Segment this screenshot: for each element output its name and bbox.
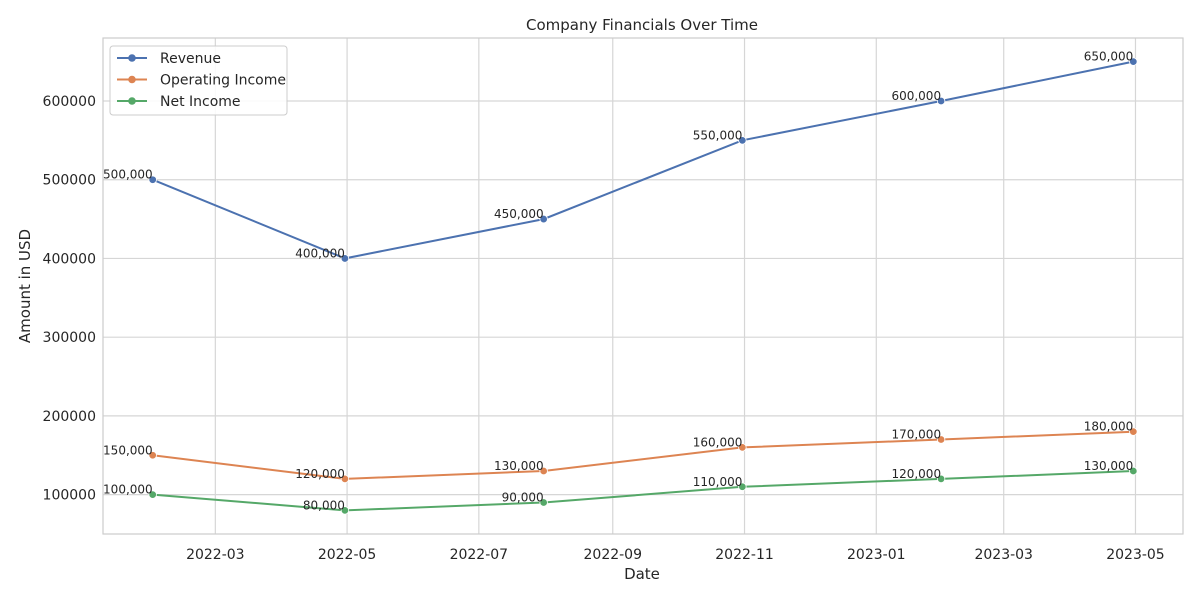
revenue-point xyxy=(738,136,747,145)
operating-income-point xyxy=(936,435,946,444)
x-tick-label: 2023-03 xyxy=(974,547,1033,563)
revenue-data-label: 650,000 xyxy=(1084,50,1134,64)
revenue-data-label: 550,000 xyxy=(693,128,743,142)
net-income-line xyxy=(152,470,1134,512)
net-income-point xyxy=(1129,466,1138,476)
legend-entry: Net Income xyxy=(160,94,241,110)
net-income-point xyxy=(738,482,747,491)
x-tick-label: 2022-07 xyxy=(450,547,509,563)
x-tick-label: 2022-09 xyxy=(584,547,643,563)
operating-income-data-label: 170,000 xyxy=(891,428,941,442)
y-tick-label: 600000 xyxy=(43,94,96,110)
legend-entry: Operating Income xyxy=(160,73,286,89)
y-tick-label: 300000 xyxy=(43,330,96,346)
revenue-data-label: 500,000 xyxy=(103,168,153,182)
operating-income-data-label: 180,000 xyxy=(1084,420,1134,434)
x-tick-label: 2023-01 xyxy=(847,547,906,563)
y-tick-label: 200000 xyxy=(43,409,96,425)
x-tick-label: 2022-03 xyxy=(186,547,245,563)
operating-income-point xyxy=(539,466,548,476)
net-income-data-label: 90,000 xyxy=(502,491,544,505)
revenue-line xyxy=(152,60,1134,260)
y-tick-label: 400000 xyxy=(43,251,96,267)
net-income-point xyxy=(936,474,946,484)
net-income-data-label: 130,000 xyxy=(1084,459,1134,473)
net-income-data-label: 100,000 xyxy=(103,483,153,497)
operating-income-point xyxy=(148,451,157,460)
operating-income-data-label: 160,000 xyxy=(693,435,743,449)
operating-income-line xyxy=(152,430,1134,480)
legend-marker xyxy=(128,75,136,84)
net-income-point xyxy=(148,490,157,499)
operating-income-data-label: 150,000 xyxy=(103,443,153,457)
x-axis-label: Date xyxy=(624,565,660,583)
revenue-data-label: 400,000 xyxy=(295,246,345,260)
revenue-point xyxy=(1129,57,1138,66)
plot-area xyxy=(102,37,1184,535)
revenue-data-label: 450,000 xyxy=(494,207,544,221)
net-income-point xyxy=(539,498,548,507)
operating-income-point xyxy=(340,474,350,484)
net-income-point xyxy=(340,506,350,515)
net-income-data-label: 110,000 xyxy=(693,475,743,489)
tick-labels: 2022-03 2022-05 2022-07 2022-09 2022-11 2023-… xyxy=(43,94,1165,563)
operating-income-data-label: 130,000 xyxy=(494,459,544,473)
x-tick-label: 2023-05 xyxy=(1106,547,1165,563)
revenue-point xyxy=(936,96,946,106)
revenue-point xyxy=(340,254,350,263)
legend-entry: Revenue xyxy=(160,51,221,67)
x-tick-label: 2022-05 xyxy=(318,547,377,563)
y-axis-label: Amount in USD xyxy=(16,229,34,343)
y-tick-label: 500000 xyxy=(43,173,96,189)
data-labels: 500,000 400,000 450,000 550,000 600,000 650,0… xyxy=(103,50,1133,513)
chart-title: Company Financials Over Time xyxy=(526,16,758,34)
net-income-data-label: 120,000 xyxy=(891,467,941,481)
x-tick-label: 2022-11 xyxy=(715,547,774,563)
operating-income-point xyxy=(738,443,747,452)
revenue-data-label: 600,000 xyxy=(891,89,941,103)
revenue-point xyxy=(148,175,157,184)
y-tick-label: 100000 xyxy=(43,488,96,504)
series-lines xyxy=(148,57,1138,515)
legend-marker xyxy=(128,54,136,62)
legend: Revenue Operating Income Net Income xyxy=(109,45,288,116)
revenue-point xyxy=(539,214,548,224)
legend-box xyxy=(109,45,288,116)
legend-marker xyxy=(128,97,136,105)
net-income-data-label: 80,000 xyxy=(303,498,345,512)
operating-income-data-label: 120,000 xyxy=(295,467,345,481)
operating-income-point xyxy=(1129,427,1138,436)
